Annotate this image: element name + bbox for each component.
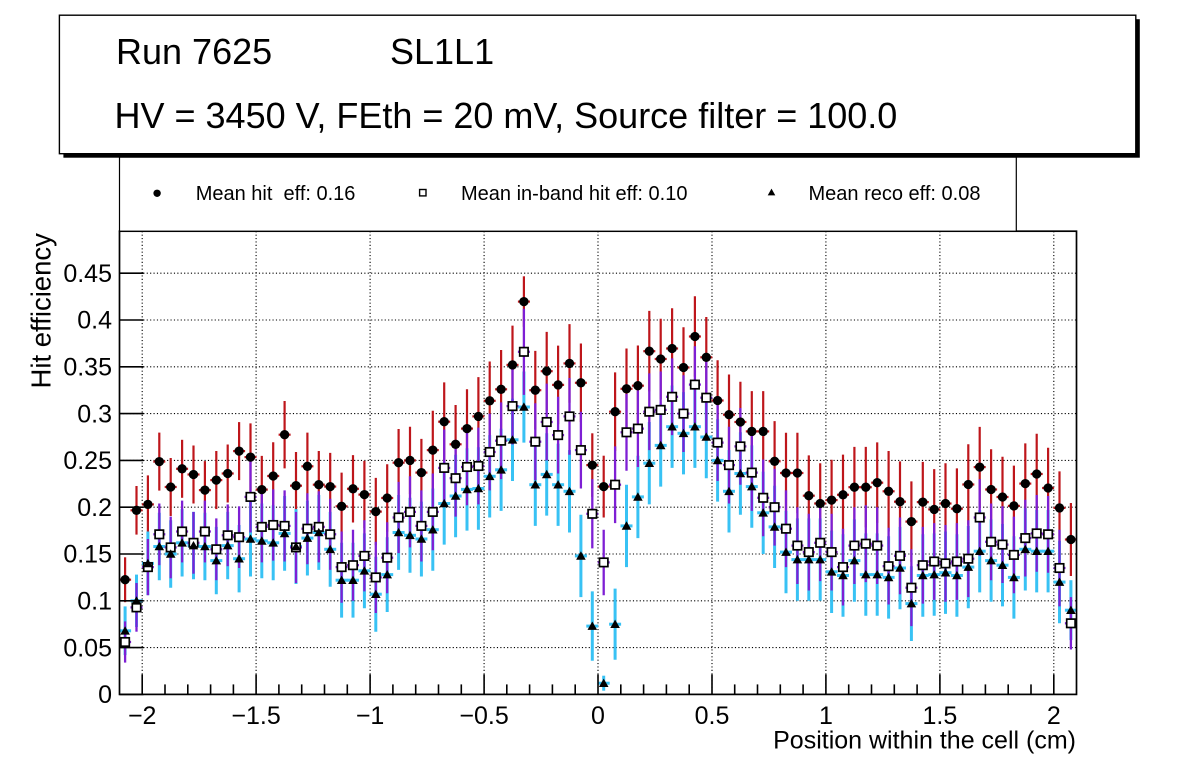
svg-text:1.5: 1.5 (923, 702, 958, 730)
svg-text:0.15: 0.15 (63, 541, 112, 569)
svg-text:Hit efficiency: Hit efficiency (26, 233, 57, 389)
svg-text:0.4: 0.4 (77, 307, 112, 335)
svg-text:Position within the cell (cm): Position within the cell (cm) (773, 727, 1076, 755)
svg-text:2: 2 (1047, 702, 1061, 730)
svg-text:0: 0 (591, 702, 605, 730)
svg-text:0.2: 0.2 (77, 494, 112, 522)
svg-text:1: 1 (819, 702, 833, 730)
svg-text:HV = 3450 V, FEth = 20 mV, Sou: HV = 3450 V, FEth = 20 mV, Source filter… (115, 95, 898, 136)
svg-text:0.3: 0.3 (77, 400, 112, 428)
svg-text:0.35: 0.35 (63, 354, 112, 382)
svg-text:SL1L1: SL1L1 (390, 31, 494, 72)
svg-text:−1.5: −1.5 (231, 702, 280, 730)
svg-text:0.1: 0.1 (77, 588, 112, 616)
svg-text:0.25: 0.25 (63, 447, 112, 475)
svg-text:−0.5: −0.5 (459, 702, 508, 730)
svg-text:Mean reco eff: 0.08: Mean reco eff: 0.08 (809, 183, 981, 205)
svg-text:−2: −2 (128, 702, 157, 730)
svg-text:Mean hit eff: 0.16: Mean hit eff: 0.16 (196, 183, 356, 205)
svg-text:0.5: 0.5 (695, 702, 730, 730)
svg-text:0.45: 0.45 (63, 260, 112, 288)
svg-text:−1: −1 (356, 702, 385, 730)
svg-text:0: 0 (98, 681, 112, 709)
svg-text:Mean in-band hit eff: 0.10: Mean in-band hit eff: 0.10 (461, 183, 687, 205)
svg-text:0.05: 0.05 (63, 634, 112, 662)
svg-text:Run 7625: Run 7625 (116, 31, 272, 72)
